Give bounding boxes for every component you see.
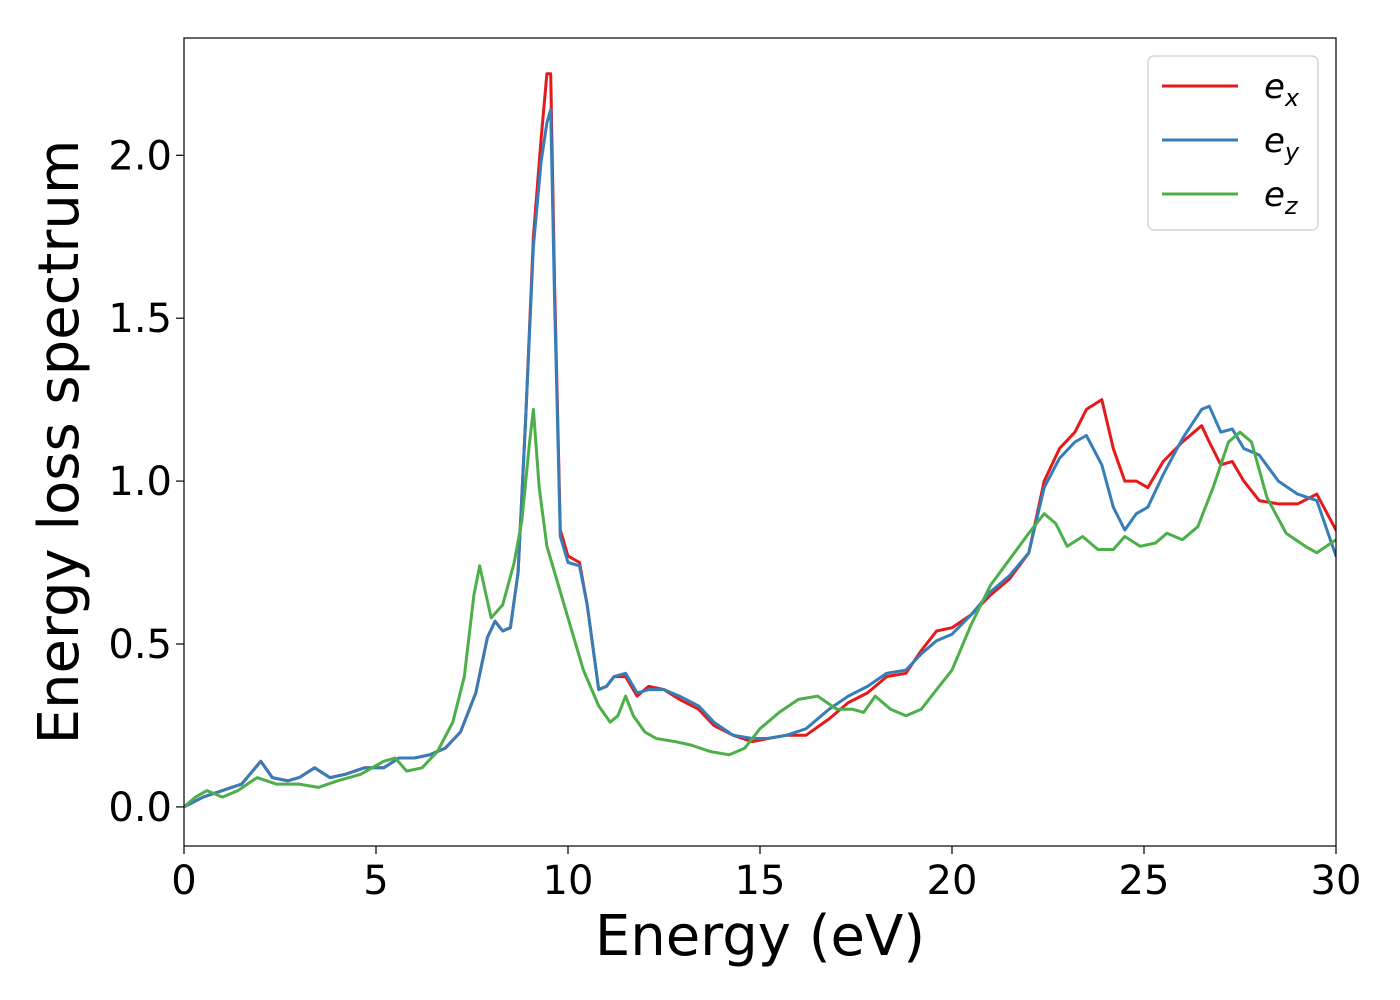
y-tick-label: 2.0 [108, 133, 172, 179]
x-tick-label: 30 [1311, 858, 1362, 904]
y-tick-label: 1.5 [108, 296, 172, 342]
legend-box [1147, 55, 1319, 231]
y-tick-label: 1.0 [108, 459, 172, 505]
legend-label-y: ey [1264, 121, 1300, 166]
series-line-z [184, 407, 1336, 809]
series-line-y [184, 108, 1336, 809]
ticks-layer: 0 5 10 15 20 25 30 0.0 0.5 1.0 1.5 2.0 [108, 133, 1361, 904]
series-layer [184, 72, 1336, 809]
x-tick-label: 5 [363, 858, 388, 904]
y-axis-label: Energy loss spectrum [27, 140, 92, 745]
x-tick-label: 20 [927, 858, 978, 904]
x-axis-label: Energy (eV) [595, 904, 925, 969]
legend-label-z: ez [1264, 175, 1299, 220]
legend-label-x: ex [1264, 67, 1300, 112]
legend: ex ey ez [1147, 55, 1319, 231]
x-tick-label: 15 [735, 858, 786, 904]
x-tick-label: 0 [171, 858, 196, 904]
y-tick-label: 0.0 [108, 785, 172, 831]
x-tick-label: 25 [1119, 858, 1170, 904]
y-tick-label: 0.5 [108, 622, 172, 668]
x-tick-label: 10 [543, 858, 594, 904]
